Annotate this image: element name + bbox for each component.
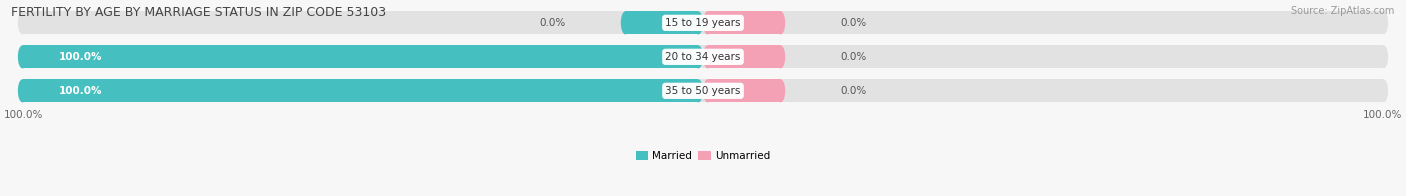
- Bar: [22, 45, 699, 68]
- Text: 0.0%: 0.0%: [839, 52, 866, 62]
- Bar: [707, 11, 780, 34]
- Text: 100.0%: 100.0%: [59, 86, 103, 96]
- Ellipse shape: [703, 45, 713, 68]
- Ellipse shape: [18, 11, 27, 34]
- Ellipse shape: [18, 79, 27, 102]
- Text: 100.0%: 100.0%: [4, 110, 44, 120]
- Legend: Married, Unmarried: Married, Unmarried: [631, 147, 775, 165]
- Bar: [707, 45, 780, 68]
- Ellipse shape: [1379, 79, 1388, 102]
- Text: 15 to 19 years: 15 to 19 years: [665, 18, 741, 28]
- Bar: [707, 79, 780, 102]
- Ellipse shape: [703, 11, 713, 34]
- Ellipse shape: [776, 79, 785, 102]
- Text: 100.0%: 100.0%: [59, 52, 103, 62]
- Ellipse shape: [18, 45, 27, 68]
- Text: 0.0%: 0.0%: [839, 18, 866, 28]
- Text: 20 to 34 years: 20 to 34 years: [665, 52, 741, 62]
- Ellipse shape: [703, 79, 713, 102]
- Text: FERTILITY BY AGE BY MARRIAGE STATUS IN ZIP CODE 53103: FERTILITY BY AGE BY MARRIAGE STATUS IN Z…: [11, 6, 387, 19]
- Bar: [626, 11, 699, 34]
- Text: Source: ZipAtlas.com: Source: ZipAtlas.com: [1291, 6, 1395, 16]
- Bar: [22, 79, 699, 102]
- Ellipse shape: [693, 79, 703, 102]
- Ellipse shape: [621, 11, 630, 34]
- Ellipse shape: [1379, 45, 1388, 68]
- Text: 35 to 50 years: 35 to 50 years: [665, 86, 741, 96]
- Ellipse shape: [18, 45, 27, 68]
- Ellipse shape: [1379, 11, 1388, 34]
- Ellipse shape: [776, 11, 785, 34]
- Ellipse shape: [776, 45, 785, 68]
- Ellipse shape: [693, 11, 703, 34]
- Text: 100.0%: 100.0%: [1362, 110, 1402, 120]
- Text: 0.0%: 0.0%: [540, 18, 567, 28]
- Bar: [22, 45, 1384, 68]
- Ellipse shape: [18, 79, 27, 102]
- Text: 0.0%: 0.0%: [839, 86, 866, 96]
- Bar: [22, 79, 1384, 102]
- Bar: [22, 11, 1384, 34]
- Ellipse shape: [693, 45, 703, 68]
